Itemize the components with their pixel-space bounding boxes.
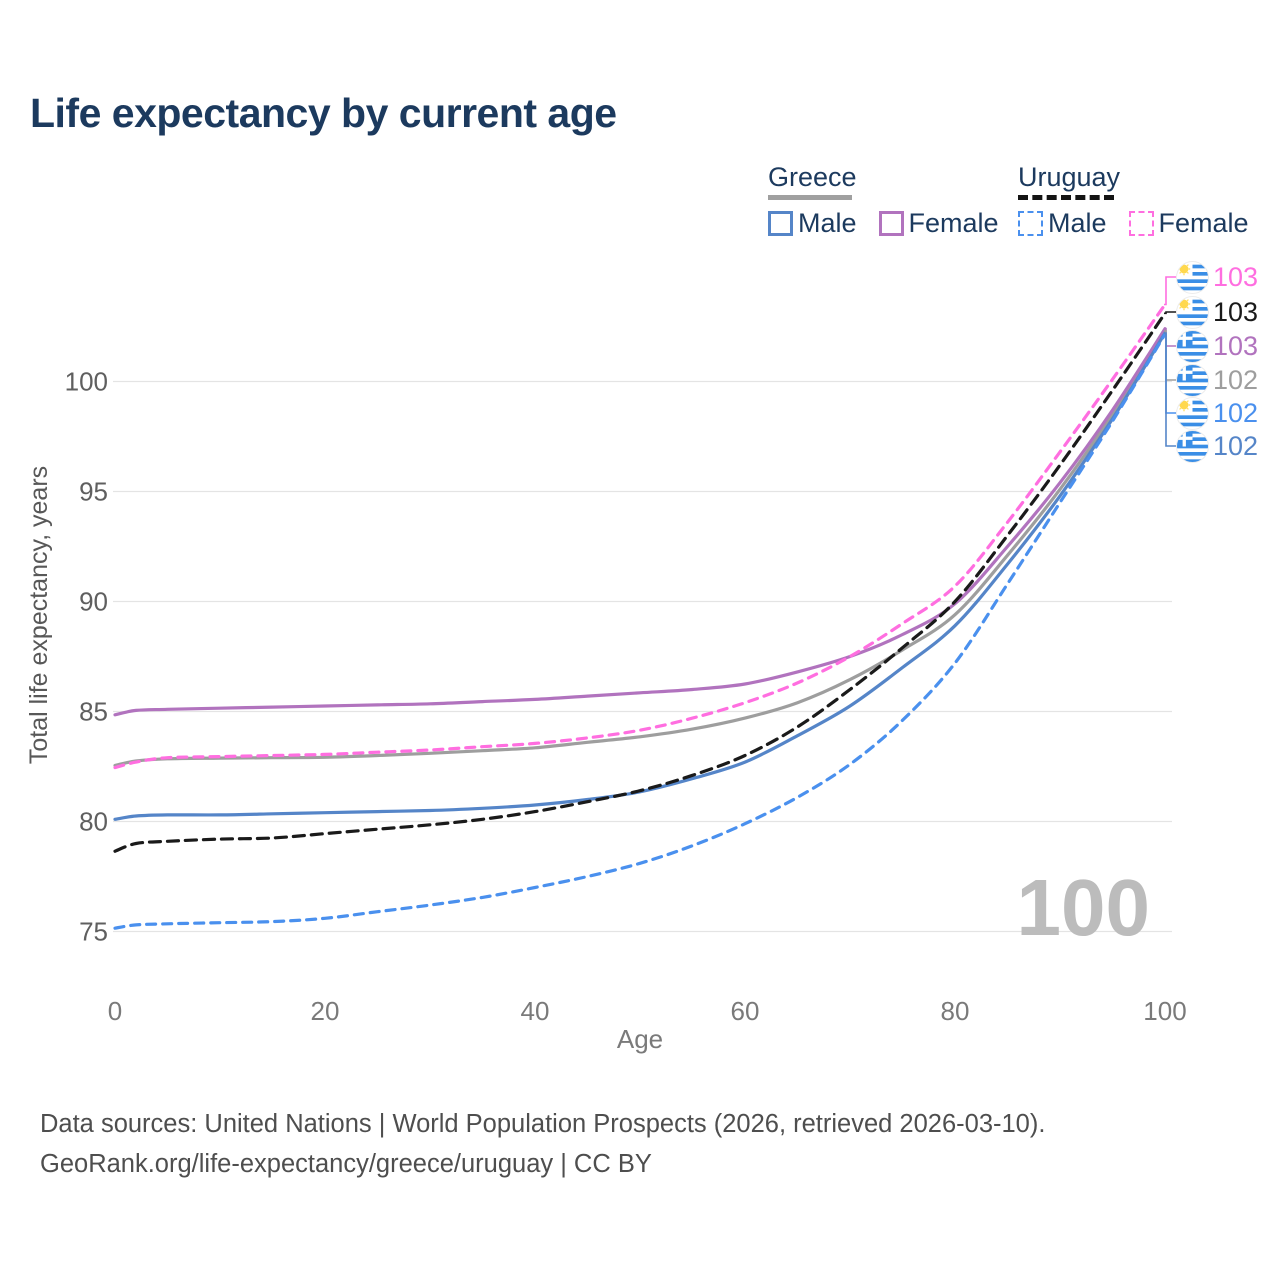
legend-country-uruguay: Uruguay: [1018, 162, 1121, 192]
x-tick-label: 60: [731, 996, 760, 1026]
series-line-greece-male: [113, 331, 1167, 821]
y-tick-label: 80: [79, 807, 108, 837]
legend-linestyle-greece: [768, 195, 852, 200]
end-value-label: 103: [1213, 330, 1259, 361]
x-tick-label: 0: [108, 996, 122, 1026]
x-tick-label: 100: [1143, 996, 1186, 1026]
end-label-connector: [1164, 332, 1176, 447]
page-title: Life expectancy by current age: [30, 90, 617, 136]
greece-flag: [1176, 429, 1209, 463]
data-source-line: Data sources: United Nations | World Pop…: [40, 1110, 1046, 1138]
legend-label: Female: [908, 208, 999, 238]
greece-male-swatch-icon: [768, 211, 793, 236]
greece-female-swatch-icon: [878, 211, 904, 236]
x-tick-label: 40: [521, 996, 550, 1026]
uruguay-flag-icon: [1176, 396, 1209, 430]
uruguay-flag-icon: [1176, 260, 1209, 294]
end-label-connector: [1164, 311, 1176, 315]
legend-item-greece-male[interactable]: Male: [768, 208, 879, 239]
uruguay-flag: [1176, 396, 1209, 430]
y-tick-label: 75: [79, 917, 108, 947]
end-value-label: 103: [1213, 296, 1259, 327]
series-line-greece-female: [113, 327, 1167, 717]
legend-item-uruguay-male[interactable]: Male: [1018, 208, 1129, 239]
end-label-row-uruguay-female: 103: [1176, 260, 1258, 294]
end-label-connector: [1164, 276, 1176, 306]
legend-group-uruguay: Uruguay Male Female: [1018, 162, 1271, 239]
y-tick-label: 90: [79, 587, 108, 617]
end-label-row-greece-male: 102: [1176, 429, 1258, 463]
end-value-label: 102: [1213, 364, 1259, 395]
series-line-uruguay: [113, 311, 1167, 853]
greece-flag: [1176, 363, 1209, 397]
y-tick-label: 95: [79, 477, 108, 507]
series-line-uruguay-female: [113, 302, 1167, 770]
uruguay-male-swatch-icon: [1018, 211, 1043, 236]
chart-footer: Data sources: United Nations | World Pop…: [40, 1104, 1045, 1184]
end-value-label: 102: [1213, 430, 1259, 461]
end-label-row-greece-female: 103: [1176, 329, 1258, 363]
x-tick-label: 80: [941, 996, 970, 1026]
legend-item-greece-female[interactable]: Female: [878, 208, 1021, 239]
uruguay-flag: [1176, 295, 1209, 329]
x-tick-label: 20: [311, 996, 340, 1026]
series-line-greece: [113, 329, 1167, 767]
end-label-row-uruguay-male: 102: [1176, 396, 1258, 430]
y-axis-title: Total life expectancy, years: [25, 466, 53, 764]
legend-label: Male: [798, 208, 857, 238]
series-line-uruguay-male: [113, 332, 1167, 930]
uruguay-female-swatch-icon: [1128, 211, 1154, 236]
end-value-label: 103: [1213, 261, 1259, 292]
uruguay-flag: [1176, 260, 1209, 294]
legend-label: Female: [1158, 208, 1249, 238]
greece-flag-icon: [1176, 329, 1209, 363]
legend-group-greece: Greece Male Female: [768, 162, 1021, 239]
legend-linestyle-uruguay: [1018, 195, 1114, 200]
attribution-line: GeoRank.org/life-expectancy/greece/urugu…: [40, 1150, 652, 1178]
uruguay-flag-icon: [1176, 295, 1209, 329]
end-value-label: 102: [1213, 397, 1259, 428]
greece-flag: [1176, 329, 1209, 363]
greece-flag-icon: [1176, 363, 1209, 397]
end-label-row-uruguay: 103: [1176, 295, 1258, 329]
legend-label: Male: [1048, 208, 1107, 238]
end-label-row-greece: 102: [1176, 363, 1258, 397]
age-counter-watermark: 100: [1016, 863, 1150, 952]
legend-item-uruguay-female[interactable]: Female: [1128, 208, 1271, 239]
legend-country-greece: Greece: [768, 162, 857, 192]
greece-flag-icon: [1176, 429, 1209, 463]
y-tick-label: 85: [79, 697, 108, 727]
x-axis-title: Age: [617, 1024, 663, 1054]
y-tick-label: 100: [65, 367, 108, 397]
